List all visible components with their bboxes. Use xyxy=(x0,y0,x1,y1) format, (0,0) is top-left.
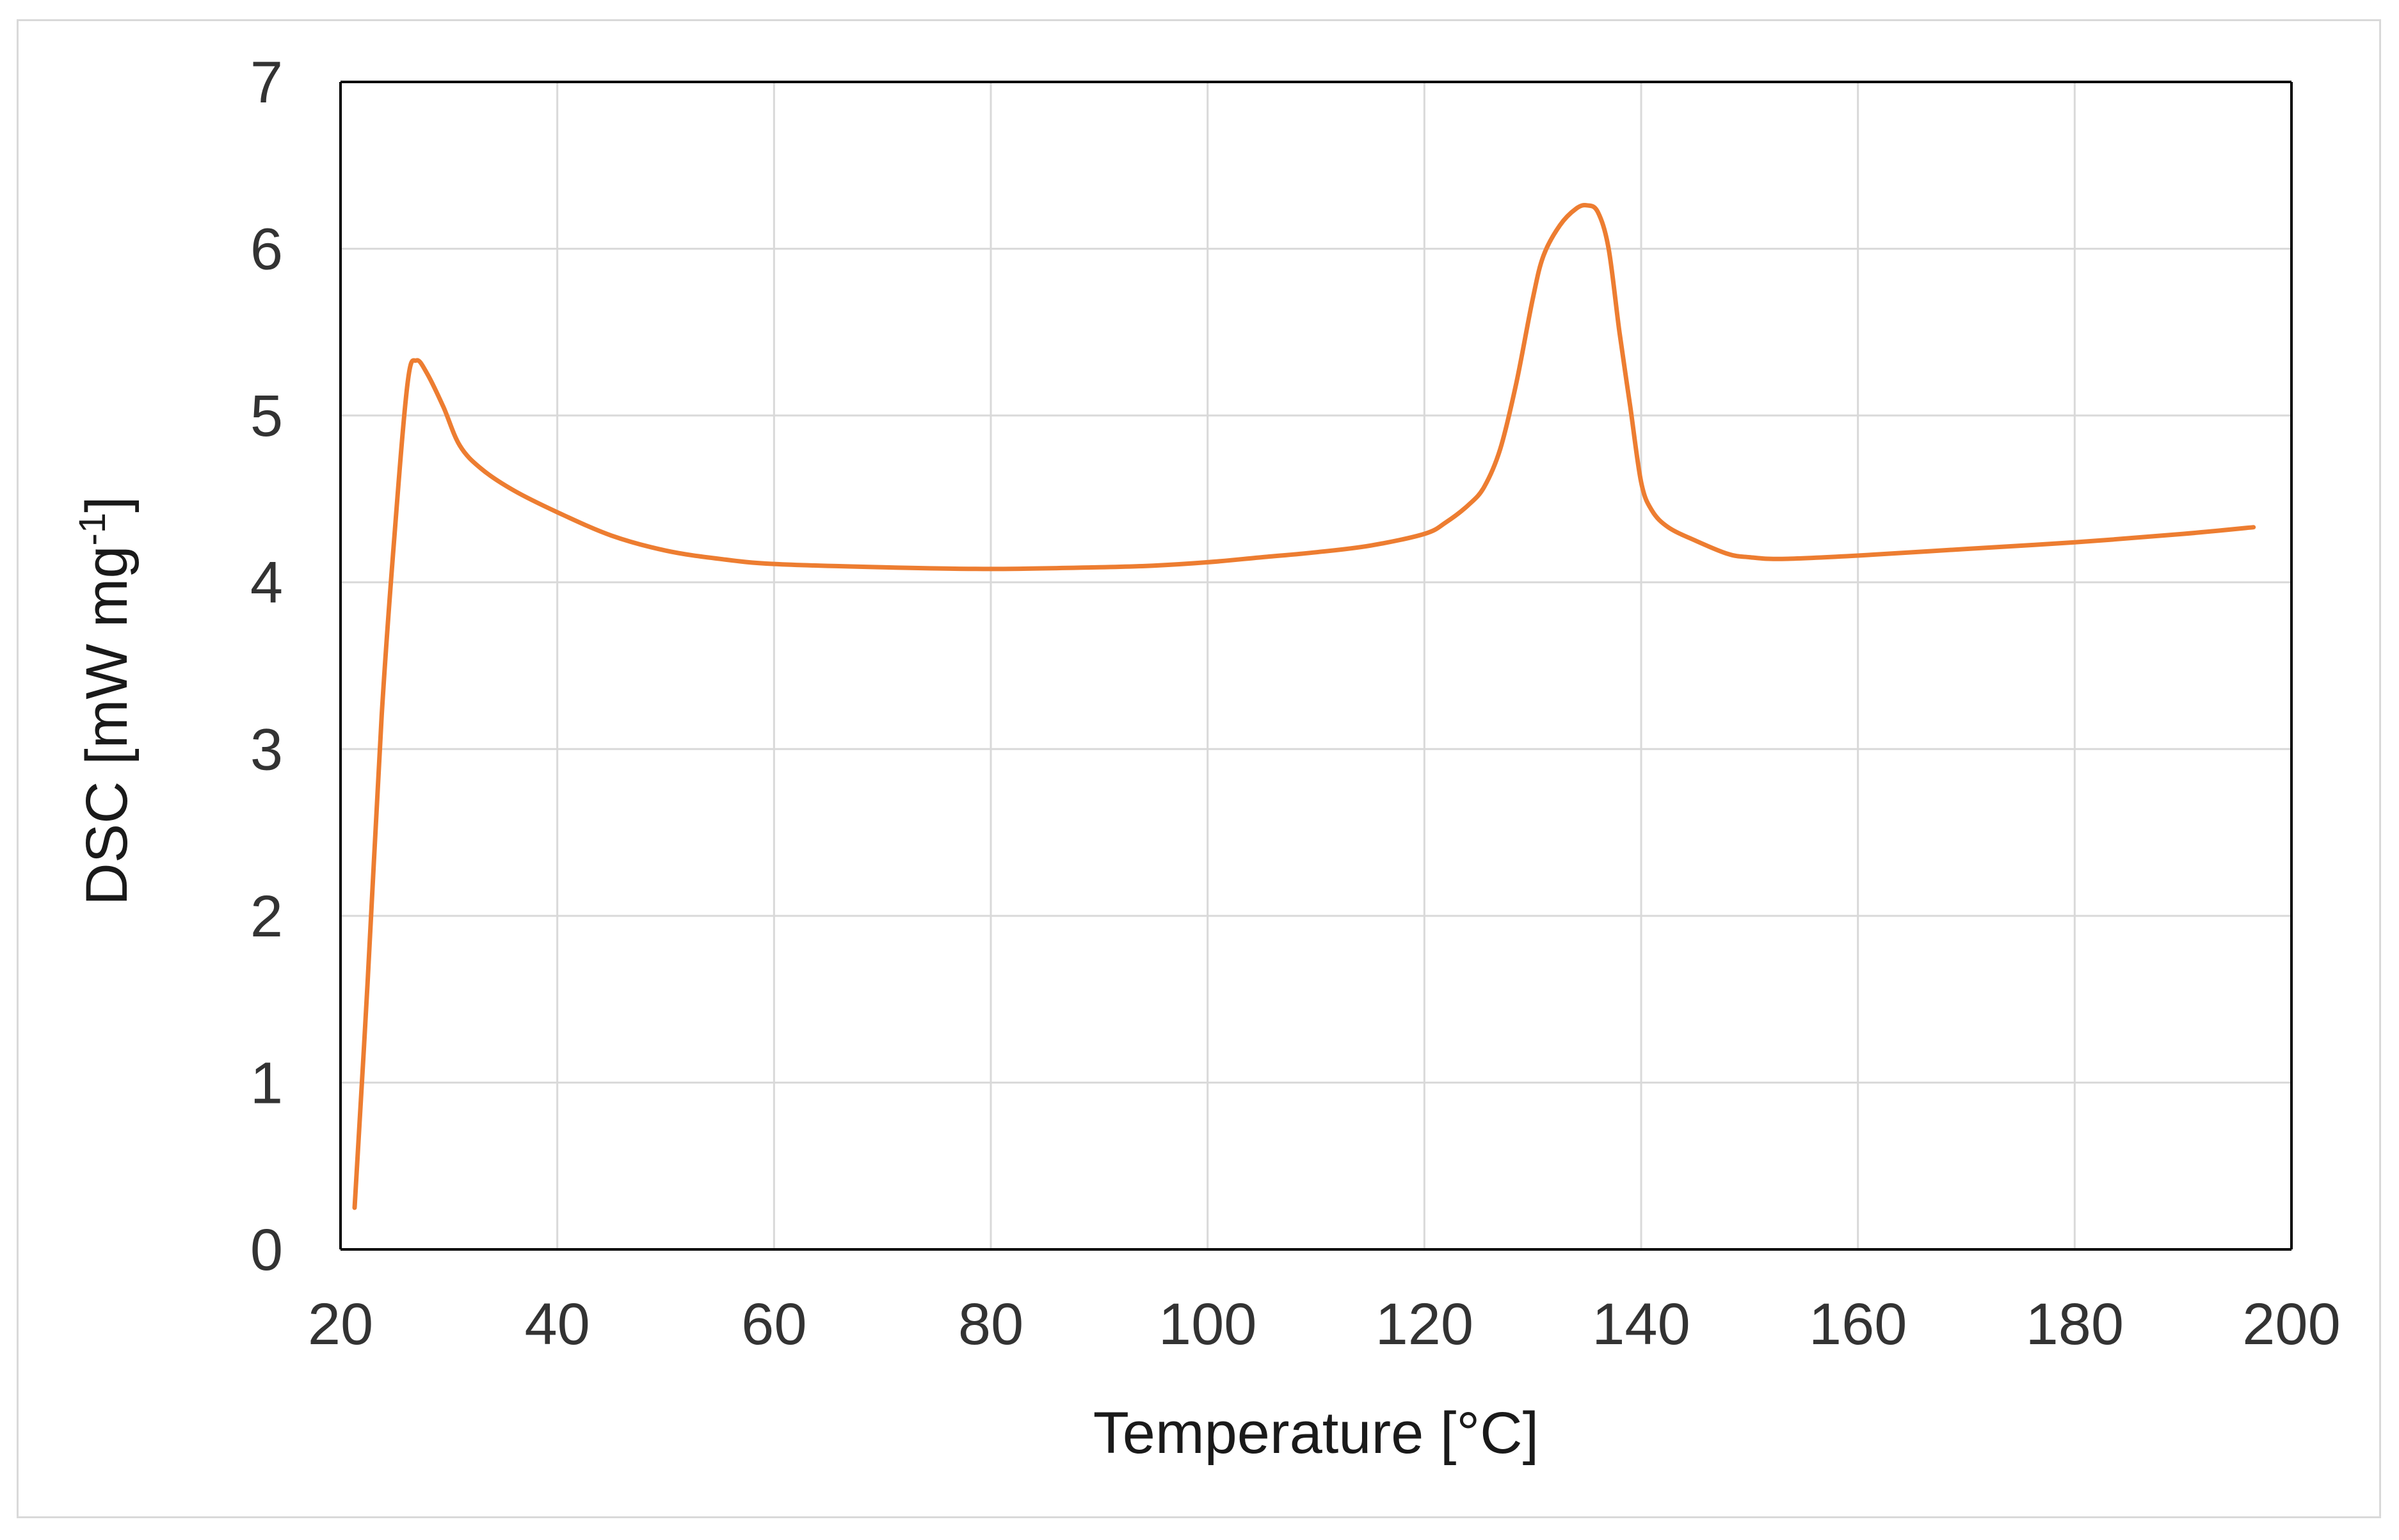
series-layer xyxy=(352,203,2256,1210)
axes xyxy=(339,81,2293,1251)
x-tick-label-8: 180 xyxy=(2026,1292,2124,1357)
y-tick-label-3: 3 xyxy=(250,717,283,782)
x-tick-label-4: 100 xyxy=(1159,1292,1257,1357)
y-tick-label-4: 4 xyxy=(250,550,283,616)
grid-lines xyxy=(341,82,2291,1249)
y-tick-label-1: 1 xyxy=(250,1050,283,1116)
y-tick-labels: 0 1 2 3 4 5 6 7 xyxy=(250,50,283,1283)
x-tick-label-5: 120 xyxy=(1376,1292,1474,1357)
x-tick-label-7: 160 xyxy=(1809,1292,1907,1357)
y-axis-title-superscript: -1 xyxy=(72,513,113,546)
series-line-0 xyxy=(352,203,2256,1210)
y-tick-label-2: 2 xyxy=(250,884,283,949)
x-axis-title: Temperature [°C] xyxy=(1093,1400,1539,1466)
y-axis-title-prefix: DSC [mW mg xyxy=(74,545,140,905)
x-tick-label-1: 40 xyxy=(524,1292,590,1357)
y-axis-title: DSC [mW mg-1] xyxy=(72,496,140,905)
y-tick-label-0: 0 xyxy=(250,1217,283,1283)
x-tick-label-6: 140 xyxy=(1592,1292,1690,1357)
x-tick-label-0: 20 xyxy=(308,1292,373,1357)
x-tick-label-3: 80 xyxy=(958,1292,1023,1357)
x-tick-label-9: 200 xyxy=(2242,1292,2341,1357)
y-tick-label-6: 6 xyxy=(250,217,283,282)
x-tick-labels: 20 40 60 80 100 120 140 160 180 200 xyxy=(308,1292,2341,1357)
chart-frame xyxy=(17,19,2381,1518)
y-axis-title-suffix: ] xyxy=(74,496,140,513)
y-tick-label-5: 5 xyxy=(250,383,283,449)
y-tick-label-7: 7 xyxy=(250,50,283,115)
x-tick-label-2: 60 xyxy=(741,1292,806,1357)
